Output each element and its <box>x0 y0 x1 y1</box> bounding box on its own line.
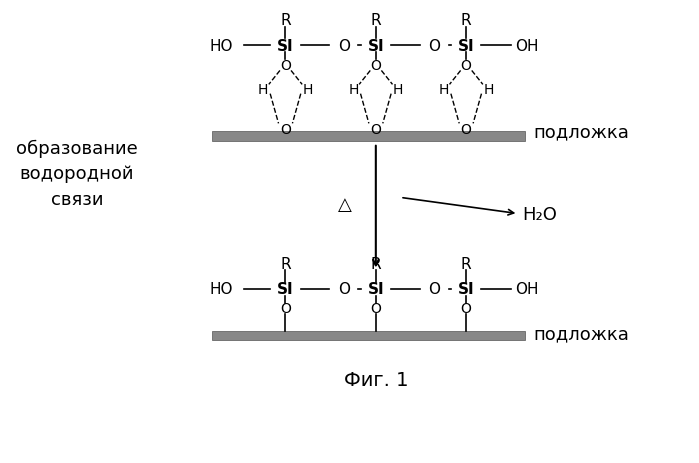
Text: подложка: подложка <box>533 325 629 342</box>
Text: R: R <box>461 257 472 271</box>
Text: O: O <box>370 59 381 73</box>
Text: связи: связи <box>51 190 103 208</box>
Text: △: △ <box>338 196 352 214</box>
Text: O: O <box>280 59 291 73</box>
FancyBboxPatch shape <box>212 132 525 141</box>
Text: H: H <box>348 83 359 97</box>
Text: Фиг. 1: Фиг. 1 <box>344 370 408 389</box>
Text: SI: SI <box>458 282 475 297</box>
Text: O: O <box>370 123 381 137</box>
Text: SI: SI <box>458 39 475 54</box>
Text: O: O <box>428 282 440 297</box>
Text: R: R <box>280 13 291 28</box>
Text: H: H <box>393 83 403 97</box>
Text: R: R <box>280 257 291 271</box>
FancyBboxPatch shape <box>212 331 525 340</box>
Text: H: H <box>258 83 268 97</box>
Text: OH: OH <box>516 39 539 54</box>
Text: SI: SI <box>278 282 294 297</box>
Text: SI: SI <box>368 39 384 54</box>
Text: R: R <box>461 13 472 28</box>
Text: HO: HO <box>210 39 233 54</box>
Text: O: O <box>428 39 440 54</box>
Text: H₂O: H₂O <box>521 205 556 223</box>
Text: SI: SI <box>278 39 294 54</box>
Text: O: O <box>461 302 472 316</box>
Text: R: R <box>370 257 381 271</box>
Text: H: H <box>303 83 313 97</box>
Text: водородной: водородной <box>20 165 134 182</box>
Text: H: H <box>439 83 449 97</box>
Text: SI: SI <box>368 282 384 297</box>
Text: H: H <box>483 83 493 97</box>
Text: R: R <box>370 13 381 28</box>
Text: O: O <box>461 59 472 73</box>
Text: OH: OH <box>516 282 539 297</box>
Text: O: O <box>461 123 472 137</box>
Text: образование: образование <box>16 139 138 157</box>
Text: O: O <box>280 302 291 316</box>
Text: HO: HO <box>210 282 233 297</box>
Text: O: O <box>280 123 291 137</box>
Text: подложка: подложка <box>533 123 629 141</box>
Text: O: O <box>370 302 381 316</box>
Text: O: O <box>338 39 350 54</box>
Text: O: O <box>338 282 350 297</box>
